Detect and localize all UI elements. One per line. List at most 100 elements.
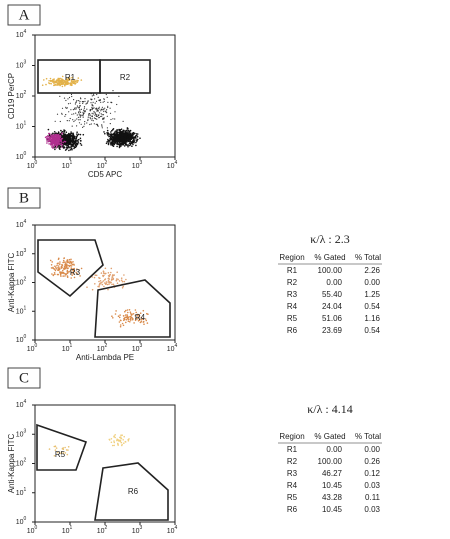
event-dot (76, 273, 79, 275)
event-dot (84, 121, 86, 123)
tick-base: 10 (27, 346, 35, 353)
table-cell: 10.45 (322, 481, 343, 490)
event-dot (77, 77, 80, 79)
event-dot (125, 318, 128, 321)
tick-base: 10 (16, 490, 24, 497)
event-dot (105, 93, 107, 96)
event-dot (55, 132, 57, 134)
event-dot (112, 139, 114, 141)
event-dot (103, 117, 105, 119)
event-dot (110, 135, 113, 138)
event-dot (74, 119, 76, 121)
event-dot (62, 259, 65, 262)
event-dot (52, 132, 54, 135)
event-dot (111, 444, 114, 447)
event-dot (58, 143, 60, 145)
event-dot (57, 262, 59, 265)
event-dot (87, 118, 89, 120)
event-dot (109, 138, 112, 141)
region-label: R4 (135, 313, 146, 322)
event-dot (79, 133, 82, 136)
event-dot (94, 112, 96, 114)
event-dot (109, 136, 112, 139)
event-dot (57, 451, 59, 454)
event-dot (140, 316, 143, 319)
event-dot (54, 143, 56, 145)
event-dot (111, 144, 114, 146)
table-cell: R1 (287, 445, 298, 454)
event-dot (57, 258, 60, 261)
event-dot (66, 275, 69, 277)
event-dot (111, 129, 113, 132)
event-dot (77, 141, 79, 143)
event-dot (97, 107, 99, 109)
event-dot (66, 144, 69, 146)
event-dot (56, 145, 59, 147)
event-dot (105, 132, 108, 134)
event-dot (131, 145, 133, 147)
event-dot (82, 113, 84, 115)
event-dot (68, 265, 71, 268)
event-dot (68, 140, 70, 143)
tick-base: 10 (16, 308, 24, 315)
table-cell: R3 (287, 469, 298, 478)
event-dot (73, 142, 76, 145)
event-dot (70, 80, 73, 83)
event-dot (91, 288, 94, 291)
event-dot (126, 144, 128, 146)
event-dot (78, 100, 80, 102)
event-dot (114, 118, 116, 120)
event-dot (63, 130, 65, 133)
event-dot (111, 133, 113, 136)
x-tick-label: 100 (27, 525, 38, 535)
event-dot (102, 101, 104, 103)
event-dot (66, 259, 69, 261)
event-dot (96, 114, 98, 116)
table-cell: 0.26 (364, 457, 380, 466)
event-dot (48, 137, 50, 140)
event-dot (54, 273, 56, 276)
event-dot (116, 278, 118, 280)
tick-exp: 4 (24, 219, 27, 225)
event-dot (48, 132, 51, 135)
tick-exp: 1 (24, 487, 27, 493)
tick-exp: 3 (24, 429, 27, 435)
event-dot (98, 116, 100, 119)
event-dot (58, 137, 61, 140)
event-dot (116, 132, 118, 135)
event-dot (103, 118, 105, 120)
event-dot (50, 80, 52, 82)
event-dot (95, 113, 97, 115)
y-tick-label: 102 (16, 458, 27, 468)
event-dot (58, 79, 61, 82)
event-dot (74, 137, 76, 140)
event-dot (68, 146, 70, 148)
event-dot (136, 315, 139, 317)
event-dot (117, 315, 120, 318)
event-dot (127, 438, 129, 441)
panel-label: A (19, 7, 30, 23)
event-dot (49, 259, 52, 262)
event-dot (119, 130, 121, 132)
y-tick-label: 103 (16, 248, 27, 258)
event-dot (120, 441, 123, 444)
event-dot (127, 140, 129, 142)
event-dot (58, 267, 61, 269)
event-dot (62, 275, 64, 277)
event-dot (116, 103, 118, 106)
event-dot (113, 134, 116, 136)
event-dot (71, 263, 74, 266)
event-dot (78, 113, 80, 115)
tick-base: 10 (27, 163, 35, 170)
event-dot (82, 126, 84, 128)
event-dot (120, 277, 123, 280)
event-dot (86, 122, 88, 124)
event-dot (103, 131, 105, 133)
event-dot (70, 93, 73, 96)
event-dot (60, 275, 62, 277)
event-dot (130, 134, 132, 136)
event-dot (125, 309, 127, 312)
panel-label-box (7, 4, 41, 26)
event-dot (54, 148, 56, 151)
event-dot (80, 123, 82, 125)
